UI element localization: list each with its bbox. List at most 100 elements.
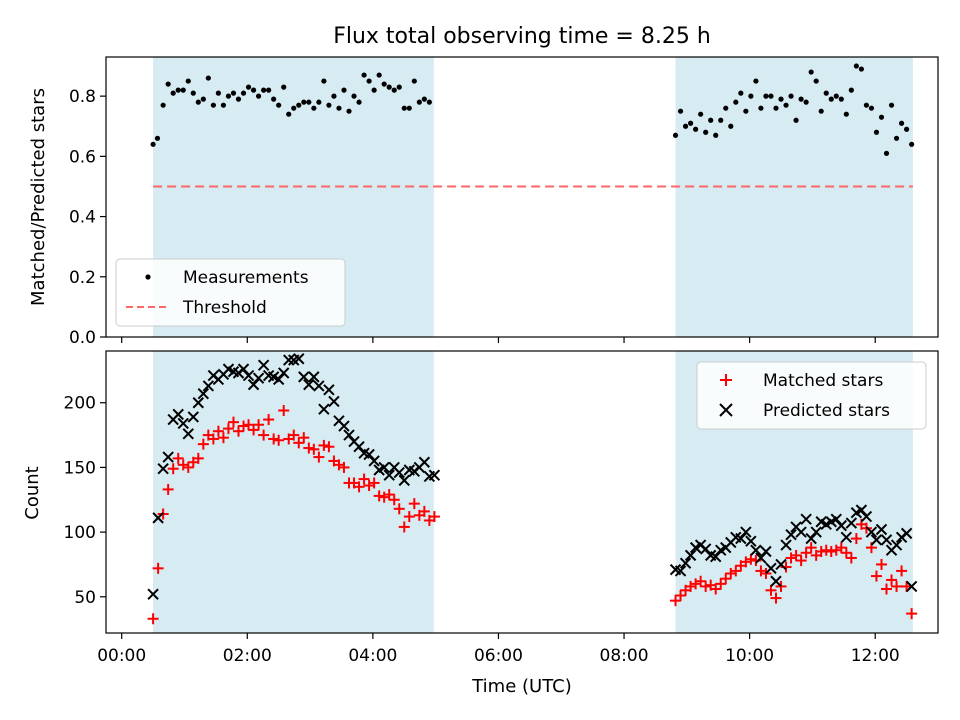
matched-point xyxy=(162,483,174,495)
measurement-point xyxy=(672,132,679,138)
predicted-point xyxy=(674,565,687,577)
top-y-tick-label: 0.6 xyxy=(69,147,96,167)
bottom-y-axis-label: Count xyxy=(22,466,43,519)
matched-point xyxy=(308,443,320,455)
predicted-point xyxy=(303,378,315,391)
measurement-point xyxy=(873,129,880,135)
measurement-point xyxy=(266,87,272,93)
predicted-point xyxy=(800,513,812,525)
matched-point xyxy=(770,592,782,604)
matched-point xyxy=(720,573,732,585)
measurement-point xyxy=(220,102,227,108)
measurement-point xyxy=(170,90,176,96)
matched-point xyxy=(403,511,415,523)
matched-point xyxy=(298,432,310,444)
matched-point xyxy=(881,583,893,595)
predicted-point xyxy=(338,420,350,432)
matched-point xyxy=(825,546,837,558)
top-y-tick-label: 0.4 xyxy=(69,208,96,228)
predicted-point xyxy=(735,532,747,545)
predicted-point xyxy=(152,512,164,524)
predicted-point xyxy=(745,535,757,547)
predicted-point xyxy=(710,550,722,563)
predicted-point xyxy=(252,372,265,384)
predicted-point xyxy=(755,552,767,564)
top-panel: 0.00.20.40.60.8 Matched/Predicted stars … xyxy=(28,56,939,348)
measurement-point xyxy=(255,93,262,99)
legend-predicted-marker xyxy=(719,403,733,417)
top-legend: Measurements Threshold xyxy=(115,258,346,327)
measurement-point xyxy=(828,96,834,102)
predicted-point xyxy=(740,526,752,538)
predicted-point xyxy=(192,397,205,409)
matched-point xyxy=(398,521,410,533)
measurement-point xyxy=(823,90,829,96)
measurement-point xyxy=(753,78,759,84)
measurement-point xyxy=(190,90,196,96)
matched-point xyxy=(388,494,400,506)
measurement-point xyxy=(783,102,789,108)
matched-point xyxy=(182,461,194,473)
legend-measurements-label: Measurements xyxy=(183,268,309,288)
predicted-point xyxy=(328,395,340,408)
matched-point xyxy=(760,567,772,579)
matched-point xyxy=(192,452,204,464)
measurement-point xyxy=(693,126,699,132)
measurement-point xyxy=(858,66,864,72)
bottom-y-tick-label: 100 xyxy=(64,523,96,543)
bottom-y-tick-label: 150 xyxy=(64,458,96,478)
predicted-point xyxy=(870,534,883,546)
measurement-point xyxy=(366,78,372,84)
measurement-point xyxy=(426,99,432,105)
measurement-point xyxy=(677,108,684,114)
measurement-point xyxy=(728,123,734,129)
measurement-point xyxy=(763,93,769,99)
matched-point xyxy=(695,575,707,587)
predicted-point xyxy=(835,519,848,532)
predicted-point xyxy=(398,474,410,487)
measurement-point xyxy=(261,87,267,93)
measurement-point xyxy=(286,111,292,117)
matched-point xyxy=(795,555,807,567)
predicted-point xyxy=(182,428,194,440)
measurement-point xyxy=(909,141,915,147)
matched-point xyxy=(755,565,767,577)
matched-point xyxy=(313,451,325,463)
matched-point xyxy=(775,580,787,592)
matched-point xyxy=(217,432,229,444)
matched-point xyxy=(790,549,802,561)
bottom-panel: 50 100 150 200 00:00 02:00 04:00 06:00 08:00 10:… xyxy=(22,350,939,697)
matched-point xyxy=(212,425,224,437)
predicted-point xyxy=(383,469,395,481)
matched-point xyxy=(835,542,847,554)
measurement-point xyxy=(743,108,749,114)
measurement-point xyxy=(230,90,237,96)
matched-point xyxy=(800,547,812,559)
predicted-point xyxy=(257,359,270,371)
measurement-point xyxy=(718,117,724,123)
predicted-point xyxy=(860,510,873,523)
matched-point xyxy=(675,589,687,601)
bottom-y-tick-label: 200 xyxy=(64,394,96,414)
measurement-point xyxy=(306,99,312,105)
matched-point xyxy=(288,429,300,441)
matched-point xyxy=(896,565,908,577)
predicted-point xyxy=(157,463,169,475)
predicted-point xyxy=(393,466,405,479)
measurement-point xyxy=(687,120,694,126)
measurement-point xyxy=(888,102,895,108)
matched-point xyxy=(850,533,862,545)
predicted-point xyxy=(750,544,762,556)
matched-point xyxy=(690,578,702,590)
matched-point xyxy=(253,419,265,431)
matched-point xyxy=(232,425,244,437)
measurement-point xyxy=(904,126,910,132)
measurement-point xyxy=(175,87,181,93)
matched-point xyxy=(363,480,375,492)
predicted-point xyxy=(805,532,817,545)
matched-point xyxy=(353,481,365,493)
predicted-point xyxy=(172,408,184,421)
matched-point xyxy=(227,416,239,428)
measurement-point xyxy=(346,108,352,114)
matched-point xyxy=(378,491,390,503)
